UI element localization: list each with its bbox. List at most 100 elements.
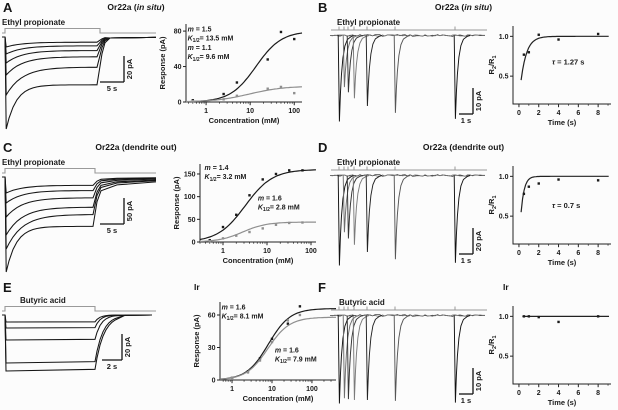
response-traces: [329, 314, 485, 404]
response-trace: [2, 176, 157, 204]
data-point: [298, 305, 302, 308]
recording-trace-svg: Ethyl propionate 20 pA1 s: [329, 158, 487, 266]
recording-trace-svg: Butyric acid 10 pA1 s: [329, 298, 487, 405]
svg-text:1.0: 1.0: [499, 34, 509, 41]
axes: 0.5 1.0 0 2 4 6 8: [499, 306, 611, 397]
stimulus-bar: [331, 306, 487, 311]
scale-bar-vertical-label: 20 pA: [125, 58, 134, 79]
svg-text:1.0: 1.0: [499, 314, 509, 321]
data-point: [208, 239, 211, 243]
dose-series-2: [185, 85, 303, 103]
svg-text:50: 50: [188, 217, 196, 224]
response-spike: [365, 175, 383, 253]
data-point: [596, 179, 600, 182]
data-point: [537, 33, 540, 36]
data-point: [537, 182, 540, 185]
panel-letter: E: [3, 280, 12, 295]
fit-annotation: K1/2= 9.6 mM: [188, 54, 230, 63]
y-axis-label: Response (pA): [158, 36, 167, 89]
data-point: [527, 51, 531, 54]
data-point: [279, 85, 283, 89]
svg-text:100: 100: [184, 194, 196, 201]
svg-text:10: 10: [263, 248, 271, 255]
fit-annotation: τ = 1.27 s: [552, 58, 584, 67]
svg-text:1: 1: [221, 248, 225, 255]
data-point: [522, 53, 526, 56]
scale-bar: 10 pA1 s: [459, 368, 483, 405]
axes: 0 50 100 150 1 10 100: [184, 164, 317, 255]
scale-bar-vertical-label: 50 pA: [125, 200, 134, 221]
recovery-curve: [520, 175, 609, 213]
data-point: [235, 94, 239, 97]
response-trace: [2, 176, 157, 237]
svg-text:100: 100: [306, 386, 318, 393]
svg-text:0.5: 0.5: [499, 214, 509, 221]
scale-bar: 20 pA1 s: [459, 228, 483, 265]
data-point: [527, 185, 531, 188]
scale-bar-vertical-label: 20 pA: [474, 230, 483, 251]
panel-c: C Or22a (dendrite out) Ethyl propionate 5…: [0, 140, 317, 280]
panel-title: Or22a (in situ): [434, 2, 493, 12]
response-traces: [329, 34, 485, 122]
svg-text:6: 6: [576, 250, 580, 257]
fit-annotation: m = 1.6: [258, 195, 282, 202]
response-trace: [2, 36, 157, 64]
scale-bar-horizontal-label: 1 s: [461, 116, 471, 125]
y-axis-label: R2/R1: [487, 56, 498, 75]
response-traces: [2, 314, 153, 372]
svg-text:100: 100: [288, 108, 300, 115]
response-spike: [337, 175, 355, 266]
panel-f: F Ir Butyric acid 10 pA 1 s 0.5 1.0 0 2 4 6 8 R2/…: [309, 280, 618, 410]
stimulus-bar: [2, 167, 156, 174]
data-point: [235, 234, 238, 237]
response-trace: [2, 36, 157, 97]
data-point: [222, 98, 225, 101]
panel-letter: B: [318, 0, 328, 15]
data-point: [235, 81, 239, 84]
svg-text:1.0: 1.0: [499, 174, 509, 181]
svg-text:10: 10: [246, 108, 254, 115]
fit-annotation: m = 1.6: [275, 347, 299, 354]
recovery-curve: [522, 315, 610, 324]
data-point: [261, 178, 264, 181]
data-point: [557, 178, 560, 181]
panel-b: B Or22a (in situ) Ethyl propionate 10 pA 1…: [309, 0, 618, 140]
fit-annotation: K1/2= 8.1 mM: [222, 313, 264, 322]
panel-title: Ir: [194, 282, 200, 292]
x-axis-label: Time (s): [548, 398, 577, 407]
dose-series-1: [199, 169, 317, 242]
panel-e: E Ir Butyric acid 20 pA 2 s 0 30 60 1 10 100 Res…: [0, 280, 337, 410]
response-spike: [365, 35, 383, 107]
fit-annotation: K1/2= 13.5 mM: [188, 35, 234, 44]
scale-bar-vertical-label: 10 pA: [474, 90, 483, 111]
data-point: [301, 221, 304, 224]
x-axis-label: Time (s): [548, 258, 577, 267]
response-trace: [2, 36, 157, 48]
svg-text:0: 0: [178, 100, 182, 107]
panel-d: D Or22a (dendrite out) Ethyl propionate 2…: [309, 140, 618, 280]
data-point: [522, 315, 526, 318]
svg-text:8: 8: [596, 110, 600, 117]
data-point: [270, 337, 274, 341]
fit-annotation: τ = 0.7 s: [552, 201, 580, 210]
data-point: [266, 58, 269, 61]
data-point: [230, 376, 234, 380]
scale-bar-horizontal-label: 5 s: [107, 84, 117, 93]
x-axis-label: Concentration (mM): [209, 116, 280, 125]
data-point: [596, 32, 600, 36]
data-point: [537, 315, 540, 319]
response-trace: [2, 176, 157, 273]
stimulus-bar: [2, 305, 156, 312]
response-trace: [2, 36, 157, 55]
svg-text:150: 150: [184, 171, 196, 178]
data-point: [298, 313, 302, 317]
svg-text:2: 2: [537, 390, 541, 397]
odorant-label: Butyric acid: [339, 298, 385, 307]
response-spike: [352, 35, 370, 99]
data-point: [301, 169, 304, 172]
y-axis-label: R2/R1: [487, 336, 498, 355]
svg-text:30: 30: [208, 345, 216, 352]
response-traces: [2, 36, 157, 130]
data-point: [293, 37, 296, 41]
